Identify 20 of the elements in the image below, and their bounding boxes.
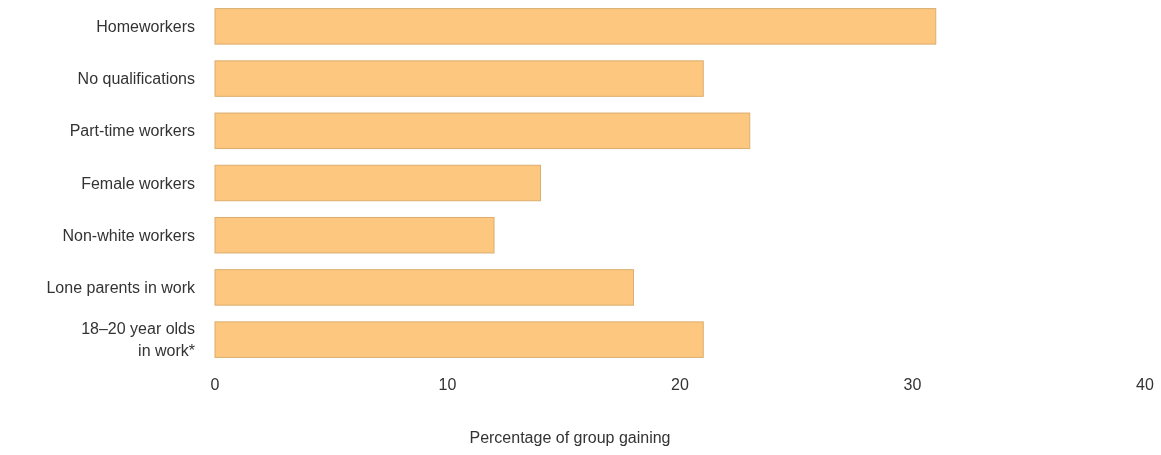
y-tick-label: Homeworkers	[96, 17, 195, 35]
bar	[214, 321, 704, 358]
x-axis-title: Percentage of group gaining	[469, 429, 671, 446]
y-tick-label: Lone parents in work	[46, 279, 196, 297]
bar	[214, 269, 634, 306]
bar	[214, 112, 751, 150]
x-tick-label: 0	[210, 376, 220, 393]
x-tick-label: 10	[438, 376, 457, 393]
bar	[214, 60, 704, 97]
y-tick-label: Non-white workers	[62, 226, 195, 244]
bar	[214, 216, 495, 254]
x-tick-label: 30	[903, 376, 922, 393]
y-tick-label: 18–20 year olds in work*	[81, 320, 195, 360]
bar	[214, 164, 541, 202]
bar	[214, 8, 937, 45]
y-tick-label: Female workers	[81, 174, 195, 192]
y-tick-label: Part-time workers	[69, 122, 195, 140]
x-tick-label: 20	[671, 376, 689, 393]
y-tick-label: No qualifications	[77, 70, 195, 88]
x-tick-label: 40	[1136, 376, 1154, 393]
